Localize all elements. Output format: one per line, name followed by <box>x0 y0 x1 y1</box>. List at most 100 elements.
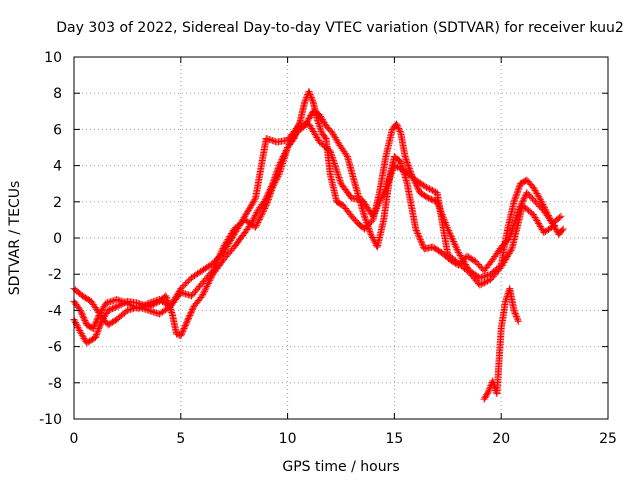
data-marker <box>383 179 391 187</box>
data-marker <box>307 112 315 120</box>
data-point <box>360 225 368 233</box>
data-marker <box>549 222 557 230</box>
data-marker <box>449 236 457 244</box>
data-marker <box>552 226 560 234</box>
data-marker <box>328 153 336 161</box>
data-marker <box>397 165 405 173</box>
data-marker <box>375 198 383 206</box>
data-marker <box>91 320 99 328</box>
data-marker <box>277 164 285 172</box>
data-marker <box>151 308 159 316</box>
data-marker <box>503 254 511 262</box>
data-marker <box>381 186 389 194</box>
data-marker <box>204 281 211 289</box>
data-marker <box>464 253 472 261</box>
data-marker <box>415 186 423 194</box>
data-marker <box>452 242 460 250</box>
data-point <box>369 212 377 220</box>
data-marker <box>373 204 381 212</box>
data-marker <box>474 261 482 269</box>
data-marker <box>84 296 92 304</box>
data-marker <box>449 237 457 245</box>
data-marker <box>304 116 312 124</box>
data-marker <box>315 120 323 128</box>
y-tick-label: 10 <box>44 50 62 66</box>
data-point <box>463 252 471 260</box>
data-marker <box>558 226 566 234</box>
data-marker <box>184 291 192 299</box>
data-marker <box>306 121 314 129</box>
data-point <box>220 248 228 256</box>
data-point <box>241 212 249 220</box>
data-marker <box>426 195 434 203</box>
data-marker <box>535 193 543 201</box>
data-point <box>360 212 368 220</box>
data-marker <box>247 202 255 210</box>
grid <box>74 57 608 419</box>
data-marker <box>203 283 211 291</box>
data-marker <box>483 271 491 279</box>
data-marker <box>117 297 125 305</box>
data-point <box>89 325 97 332</box>
data-marker <box>81 294 89 302</box>
data-point <box>162 292 170 300</box>
data-marker <box>272 177 280 185</box>
data-marker <box>393 163 401 171</box>
data-marker <box>249 199 257 207</box>
data-marker <box>336 177 344 185</box>
data-marker <box>417 237 425 245</box>
data-marker <box>333 167 341 175</box>
data-marker <box>154 310 162 318</box>
data-marker <box>169 298 177 306</box>
data-marker <box>278 163 286 171</box>
data-marker <box>139 302 147 310</box>
data-marker <box>511 308 519 316</box>
data-marker <box>81 317 89 325</box>
data-marker <box>105 298 113 306</box>
data-marker <box>512 192 520 200</box>
data-marker <box>90 323 98 331</box>
data-marker <box>499 242 507 250</box>
x-tick-label: 15 <box>385 431 403 447</box>
x-tick-label: 10 <box>279 431 297 447</box>
data-point <box>559 225 567 233</box>
data-marker <box>237 218 245 226</box>
data-marker <box>327 149 335 157</box>
data-marker <box>506 248 514 256</box>
x-tick-label: 20 <box>492 431 510 447</box>
data-marker <box>466 254 474 262</box>
data-marker <box>512 311 520 319</box>
data-marker <box>143 300 151 308</box>
data-marker <box>405 165 413 173</box>
data-marker <box>321 133 329 141</box>
data-marker <box>264 195 272 203</box>
data-marker <box>238 217 246 225</box>
data-marker <box>415 233 423 241</box>
data-marker <box>87 336 95 344</box>
data-point <box>284 144 292 151</box>
data-marker <box>148 307 156 315</box>
data-point <box>425 194 433 202</box>
data-marker <box>499 260 507 268</box>
data-marker <box>530 196 538 204</box>
data-marker <box>533 190 541 198</box>
data-point <box>166 303 174 311</box>
data-marker <box>380 187 388 195</box>
data-point <box>145 306 153 314</box>
data-marker <box>317 127 325 135</box>
data-marker <box>314 118 322 126</box>
data-point <box>390 162 398 170</box>
data-marker <box>212 256 220 264</box>
data-marker <box>319 117 327 125</box>
data-marker <box>250 213 258 221</box>
data-marker <box>453 245 461 253</box>
data-series <box>70 87 567 403</box>
data-marker <box>502 296 510 304</box>
data-marker <box>342 151 350 159</box>
data-marker <box>162 293 170 301</box>
data-point <box>316 111 324 119</box>
data-marker <box>427 186 435 194</box>
data-marker <box>389 166 397 174</box>
data-marker <box>335 175 343 183</box>
data-marker <box>178 329 186 337</box>
